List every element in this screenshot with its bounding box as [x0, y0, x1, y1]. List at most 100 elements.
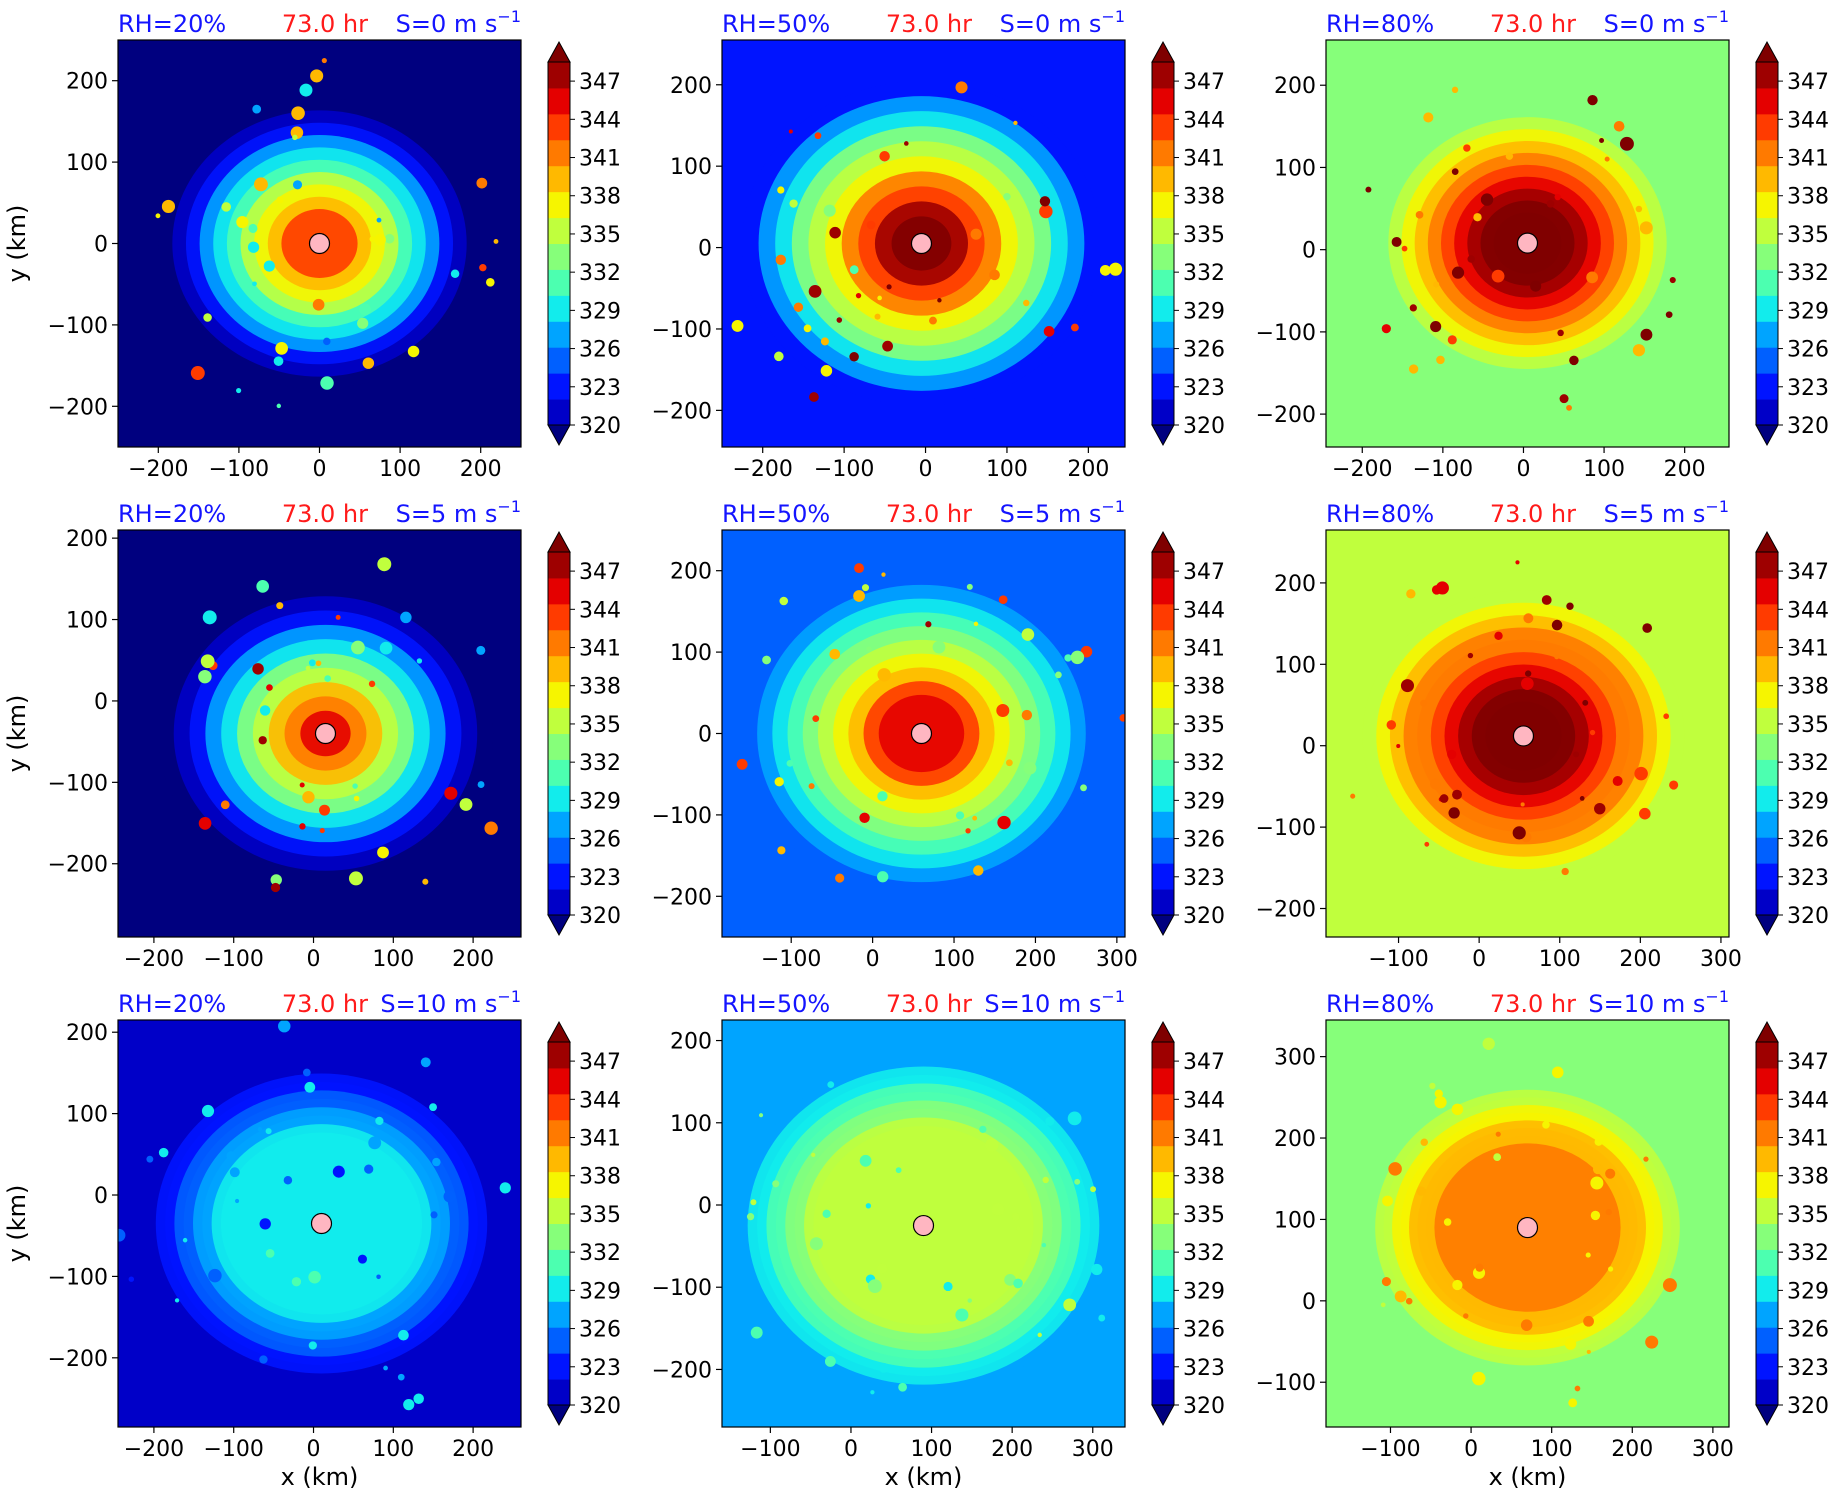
convective-cell [866, 220, 876, 230]
convective-cell [357, 1254, 367, 1264]
colorbar-tick-label: 341 [1183, 637, 1225, 662]
convective-cell [1541, 595, 1552, 605]
convective-cell [476, 645, 486, 655]
colorbar-segment [1152, 1223, 1174, 1250]
convective-cell [258, 736, 267, 745]
colorbar-segment [548, 321, 570, 348]
shear-unit-exponent: −1 [497, 987, 521, 1006]
colorbar-tick-label: 332 [1787, 261, 1829, 286]
colorbar-tick-label: 335 [1183, 223, 1225, 248]
convective-cell [265, 1248, 275, 1258]
x-tick-label: 100 [911, 1437, 953, 1462]
colorbar-extend-min [547, 1404, 571, 1427]
colorbar-tick-label: 347 [1787, 1050, 1829, 1075]
shear-unit-exponent: −1 [1101, 497, 1125, 516]
colorbar-segment [1152, 655, 1174, 683]
convective-cell [774, 351, 784, 362]
convective-cell [1475, 1263, 1484, 1272]
convective-cell [278, 1020, 291, 1033]
convective-cell [1590, 1176, 1604, 1190]
colorbar-tick-label: 341 [1787, 1127, 1829, 1152]
convective-cell [1665, 311, 1673, 319]
convective-cell [1495, 1131, 1501, 1137]
convective-cell [1574, 1385, 1581, 1392]
x-tick-label: −100 [761, 947, 821, 972]
convective-cell [1380, 1302, 1386, 1308]
y-tick-label: 0 [94, 690, 108, 715]
colorbar-segment [1756, 1353, 1778, 1380]
convective-cell [1055, 671, 1062, 679]
convective-cell [485, 278, 495, 287]
colorbar-tick-label: 326 [1787, 338, 1829, 363]
convective-cell [1391, 236, 1402, 247]
colorbar-segment [548, 1171, 570, 1199]
convective-cell [877, 295, 882, 301]
colorbar-tick-label: 338 [1183, 1165, 1225, 1190]
convective-cell [1443, 1218, 1452, 1226]
colorbar-segment [548, 1067, 570, 1095]
convective-cell [991, 1203, 1005, 1216]
colorbar-segment [1152, 603, 1174, 631]
colorbar-tick-label: 344 [1787, 1088, 1829, 1113]
colorbar: 320 323 326 329 332 335 338 341 344 347 [1151, 1020, 1225, 1427]
convective-cell [324, 675, 332, 682]
colorbar-segment [1756, 1171, 1778, 1199]
convective-cell [200, 654, 215, 669]
colorbar-tick-label: 347 [1183, 560, 1225, 585]
colorbar-segment [1756, 217, 1778, 244]
panel-title-time: 73.0 hr [1490, 10, 1576, 38]
convective-cell [1582, 699, 1589, 706]
shear-unit-exponent: −1 [1705, 7, 1729, 26]
panel-title-time: 73.0 hr [282, 500, 368, 528]
convective-cell [1434, 1089, 1443, 1098]
convective-cell [829, 226, 841, 239]
convective-cell [257, 1126, 263, 1132]
convective-cell [1525, 670, 1532, 677]
x-tick-label: 300 [1700, 947, 1742, 972]
convective-cell [1494, 631, 1503, 641]
colorbar-segment [1152, 373, 1174, 400]
panel-3: −200 −100 0 100 200 −200 −100 0 100 200 RH=80% 73.0… [1256, 7, 1829, 482]
colorbar-tick-label: 332 [1787, 1241, 1829, 1266]
colorbar-segment [548, 603, 570, 631]
convective-cell [493, 239, 499, 244]
convective-cell [854, 563, 865, 574]
colorbar-segment [1152, 87, 1174, 115]
convective-cell [263, 260, 275, 272]
convective-cell [302, 791, 315, 804]
colorbar-segment [1152, 347, 1174, 374]
convective-cell [943, 1281, 953, 1292]
panel-title-time: 73.0 hr [1490, 500, 1576, 528]
panel-title-shear: S=10 m s−1 [1588, 987, 1729, 1018]
convective-cell [420, 1057, 431, 1068]
convective-cell [368, 1136, 382, 1150]
colorbar-tick-label: 329 [1787, 299, 1829, 324]
convective-cell [270, 874, 282, 886]
colorbar-segment [1756, 1379, 1778, 1406]
convective-cell [1663, 713, 1670, 720]
colorbar-tick-label: 338 [1787, 675, 1829, 700]
colorbar-tick-label: 341 [579, 147, 621, 172]
convective-cell [1396, 744, 1401, 749]
colorbar-frame [547, 551, 571, 916]
colorbar: 320 323 326 329 332 335 338 341 344 347 [1755, 530, 1829, 937]
convective-cell [1004, 1273, 1016, 1286]
storm-center-marker [910, 232, 933, 255]
colorbar-extend-max [1755, 40, 1779, 63]
convective-cell [1634, 766, 1648, 781]
convective-cell [353, 795, 360, 802]
convective-cell [1447, 749, 1457, 760]
colorbar-segment [1152, 707, 1174, 734]
colorbar-segment [1756, 1275, 1778, 1302]
colorbar-extend-min [547, 424, 571, 447]
convective-cell [276, 602, 284, 610]
convective-cell [1350, 793, 1356, 799]
panel-title-rh: RH=50% [722, 10, 830, 38]
colorbar-segment [1756, 1327, 1778, 1354]
convective-cell [146, 1155, 154, 1163]
convective-cell [362, 357, 375, 369]
convective-cell [319, 804, 330, 816]
convective-cell [299, 83, 313, 97]
convective-cell [1434, 1096, 1447, 1109]
colorbar-segment [1152, 269, 1174, 296]
